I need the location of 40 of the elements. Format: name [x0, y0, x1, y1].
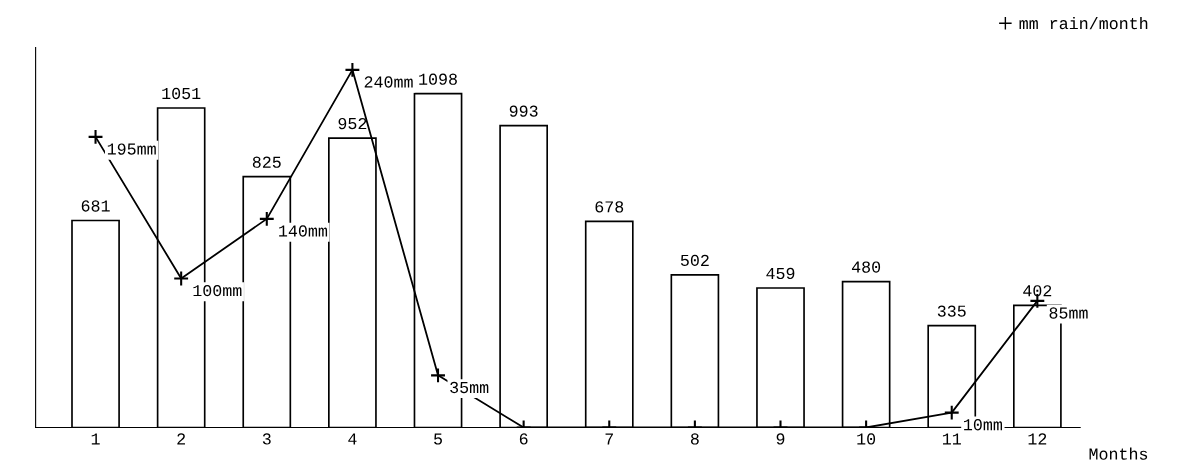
x-tick-label: 6	[519, 433, 528, 445]
data-label: 459	[766, 267, 795, 280]
bar	[756, 287, 805, 428]
data-label: 502	[680, 254, 709, 267]
data-label: 85mm	[1049, 307, 1088, 319]
x-tick-label: 12	[1028, 433, 1047, 445]
x-tick-label: 9	[776, 433, 785, 445]
data-label: 825	[252, 156, 281, 168]
data-label: 140mm	[279, 225, 328, 237]
point	[87, 128, 104, 145]
x-axis-title: Months	[1089, 447, 1148, 460]
x-tick-label: 7	[605, 433, 613, 445]
point	[258, 210, 275, 227]
data-label: 100mm	[193, 284, 242, 297]
data-label: 1098	[419, 73, 457, 85]
x-tick-label: 2	[177, 433, 185, 445]
data-label: 952	[338, 117, 367, 130]
data-label: 402	[1023, 285, 1052, 297]
data-label: 1051	[162, 87, 201, 100]
x-tick-label: 11	[942, 433, 961, 445]
data-label: 335	[937, 305, 966, 317]
data-label: 195mm	[107, 143, 156, 155]
x-tick-label: 5	[434, 433, 442, 445]
data-label: 240mm	[364, 76, 413, 88]
data-label: 993	[509, 105, 538, 117]
x-tick-label: 4	[348, 433, 357, 445]
x-tick-label: 1	[91, 433, 100, 445]
legend-label: mm rain/month	[1019, 16, 1148, 30]
bar	[670, 274, 720, 428]
data-label: 678	[595, 201, 624, 213]
x-tick-label: 8	[690, 433, 699, 445]
bar	[584, 220, 634, 428]
x-tick-label: 3	[262, 433, 271, 445]
x-tick-label: 10	[857, 433, 876, 445]
data-label: 10mm	[964, 419, 1002, 431]
data-label: 35mm	[450, 381, 489, 394]
data-label: 480	[851, 261, 881, 273]
point	[173, 270, 190, 287]
point	[344, 61, 361, 78]
data-label: 681	[81, 200, 110, 212]
